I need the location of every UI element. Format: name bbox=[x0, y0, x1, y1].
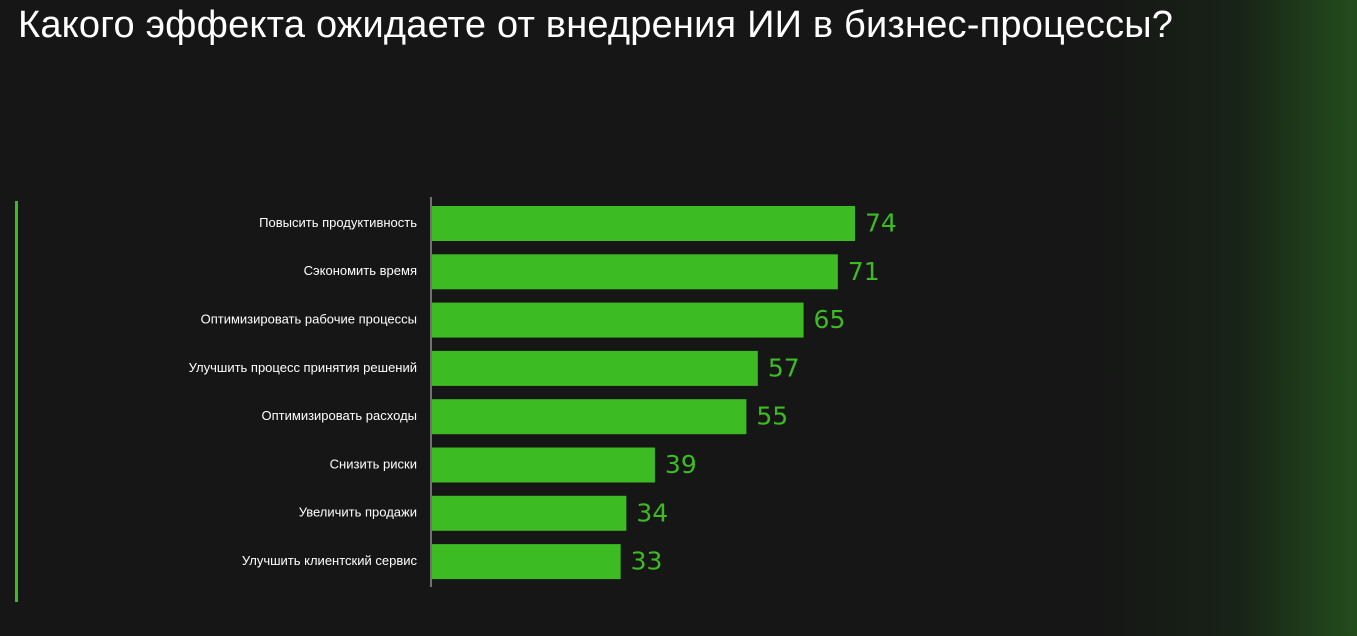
category-label: Оптимизировать рабочие процессы bbox=[201, 312, 417, 327]
value-label: 34 bbox=[636, 498, 668, 527]
category-labels-group: Повысить продуктивность Сэкономить время О… bbox=[189, 215, 418, 568]
value-label: 65 bbox=[814, 305, 846, 334]
bars-group bbox=[432, 206, 855, 580]
bar bbox=[432, 206, 855, 241]
category-label: Улучшить процесс принятия решений bbox=[189, 360, 417, 375]
accent-line bbox=[15, 201, 18, 602]
bar bbox=[432, 399, 747, 435]
value-label: 33 bbox=[631, 547, 663, 576]
category-label: Сэкономить время bbox=[304, 263, 417, 278]
category-label: Улучшить клиентский сервис bbox=[242, 553, 418, 568]
category-label: Увеличить продажи bbox=[299, 505, 417, 520]
bar bbox=[432, 302, 804, 338]
bar bbox=[432, 495, 627, 531]
bar bbox=[432, 254, 838, 290]
category-label: Повысить продуктивность bbox=[259, 215, 417, 230]
bar bbox=[432, 544, 621, 580]
value-label: 57 bbox=[768, 353, 800, 382]
value-label: 55 bbox=[756, 402, 788, 431]
value-label: 71 bbox=[848, 257, 880, 286]
page-title: Какого эффекта ожидаете от внедрения ИИ … bbox=[18, 4, 1174, 46]
bar bbox=[432, 447, 655, 483]
bar bbox=[432, 350, 758, 386]
category-label: Снизить риски bbox=[330, 456, 417, 471]
category-label: Оптимизировать расходы bbox=[262, 408, 417, 423]
value-label: 74 bbox=[865, 209, 897, 238]
value-label: 39 bbox=[665, 450, 697, 479]
